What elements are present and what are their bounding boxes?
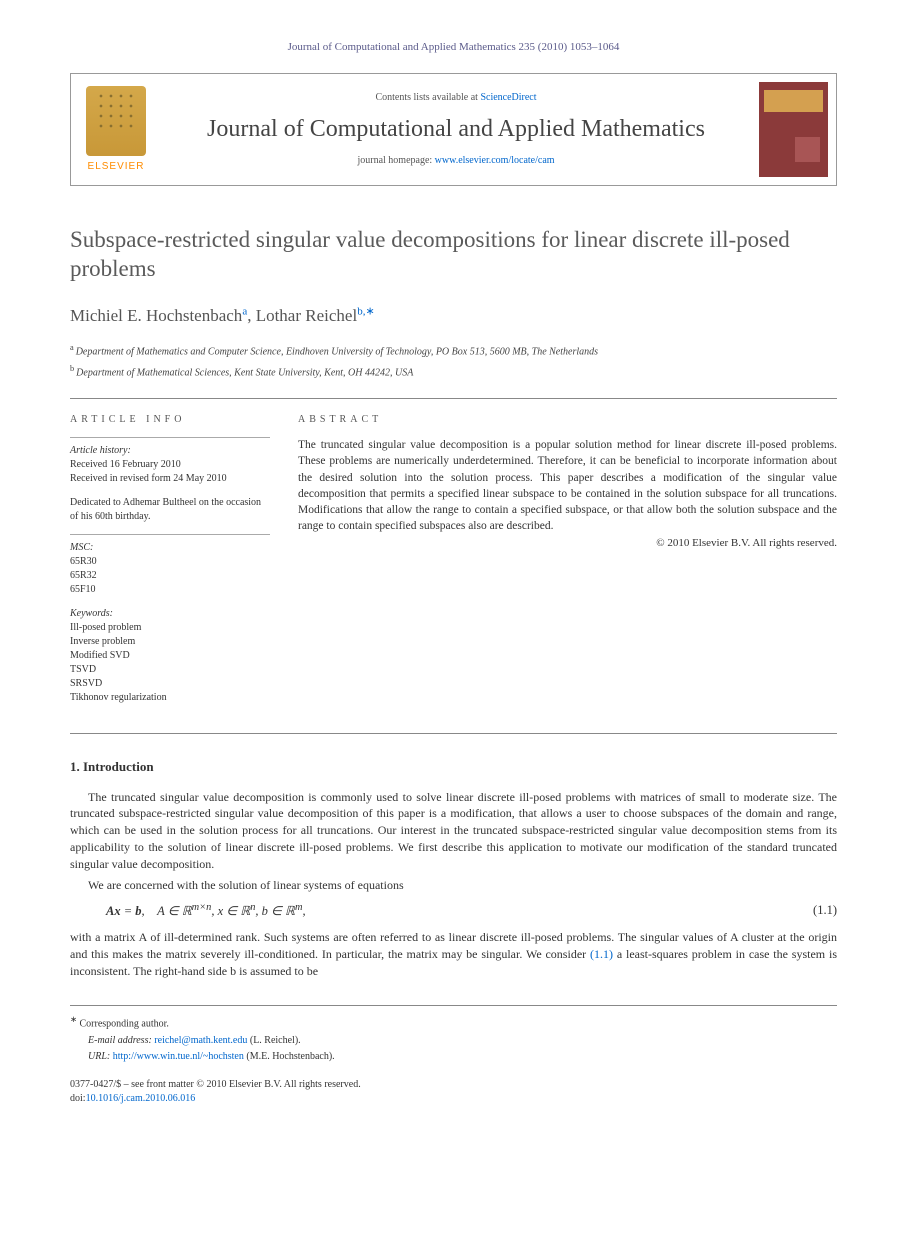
elsevier-logo: ELSEVIER [71,74,161,185]
email-link[interactable]: reichel@math.kent.edu [154,1035,247,1046]
journal-cover [751,74,836,185]
author-sep: , [247,306,256,325]
msc-label: MSC: [70,541,270,555]
section-heading-intro: 1. Introduction [70,758,837,776]
paper-title: Subspace-restricted singular value decom… [70,226,837,284]
body-paragraph: The truncated singular value decompositi… [70,789,837,873]
doi-link[interactable]: 10.1016/j.cam.2010.06.016 [86,1093,196,1104]
affiliation-a: aDepartment of Mathematics and Computer … [70,342,837,359]
keyword: Tikhonov regularization [70,691,270,705]
msc-code: 65R32 [70,569,270,583]
equation-ref-link[interactable]: (1.1) [590,947,613,961]
affiliation-b: bDepartment of Mathematical Sciences, Ke… [70,363,837,380]
journal-title: Journal of Computational and Applied Mat… [171,115,741,144]
footer: 0377-0427/$ – see front matter © 2010 El… [70,1078,837,1106]
journal-header: ELSEVIER Contents lists available at Sci… [70,73,837,186]
elsevier-label: ELSEVIER [88,160,145,174]
homepage-link[interactable]: www.elsevier.com/locate/cam [435,155,555,166]
dedication: Dedicated to Adhemar Bultheel on the occ… [70,496,270,524]
article-info-heading: ARTICLE INFO [70,413,270,427]
journal-reference: Journal of Computational and Applied Mat… [70,40,837,55]
body-paragraph: with a matrix A of ill-determined rank. … [70,929,837,979]
keywords-label: Keywords: [70,607,270,621]
contents-prefix: Contents lists available at [375,92,480,103]
keyword: Modified SVD [70,649,270,663]
history-label: Article history: [70,444,270,458]
keyword: Inverse problem [70,635,270,649]
abstract: ABSTRACT The truncated singular value de… [298,413,837,715]
email-line: E-mail address: reichel@math.kent.edu (L… [70,1034,837,1048]
doi-line: doi:10.1016/j.cam.2010.06.016 [70,1092,837,1106]
abstract-copyright: © 2010 Elsevier B.V. All rights reserved… [298,536,837,551]
body-paragraph: We are concerned with the solution of li… [70,877,837,894]
author-2-affil: b,∗ [357,305,374,317]
article-info: ARTICLE INFO Article history: Received 1… [70,413,270,715]
url-line: URL: http://www.win.tue.nl/~hochsten (M.… [70,1050,837,1064]
keyword: TSVD [70,663,270,677]
authors: Michiel E. Hochstenbacha, Lothar Reichel… [70,304,837,328]
abstract-text: The truncated singular value decompositi… [298,437,837,534]
revised-date: Received in revised form 24 May 2010 [70,472,270,486]
keyword: Ill-posed problem [70,621,270,635]
keyword: SRSVD [70,677,270,691]
homepage-prefix: journal homepage: [357,155,434,166]
header-center: Contents lists available at ScienceDirec… [161,74,751,185]
homepage-line: journal homepage: www.elsevier.com/locat… [171,154,741,168]
abstract-heading: ABSTRACT [298,413,837,427]
footnotes: ∗ Corresponding author. E-mail address: … [70,1005,837,1063]
msc-code: 65R30 [70,555,270,569]
author-url-link[interactable]: http://www.win.tue.nl/~hochsten [113,1051,244,1062]
contents-available: Contents lists available at ScienceDirec… [171,91,741,105]
divider [70,398,837,399]
cover-image [759,82,828,177]
equation-1-1: Ax = b, A ∈ ℝm×n, x ∈ ℝn, b ∈ ℝm, (1.1) [106,901,837,921]
equation-number: (1.1) [813,902,837,920]
received-date: Received 16 February 2010 [70,458,270,472]
elsevier-tree-icon [86,86,146,156]
introduction-section: 1. Introduction The truncated singular v… [70,758,837,979]
msc-code: 65F10 [70,583,270,597]
front-matter: 0377-0427/$ – see front matter © 2010 El… [70,1078,837,1092]
author-1: Michiel E. Hochstenbach [70,306,242,325]
author-2: Lothar Reichel [256,306,358,325]
corresponding-author: ∗ Corresponding author. [70,1014,837,1031]
info-abstract-row: ARTICLE INFO Article history: Received 1… [70,413,837,715]
divider [70,733,837,734]
sciencedirect-link[interactable]: ScienceDirect [480,92,536,103]
